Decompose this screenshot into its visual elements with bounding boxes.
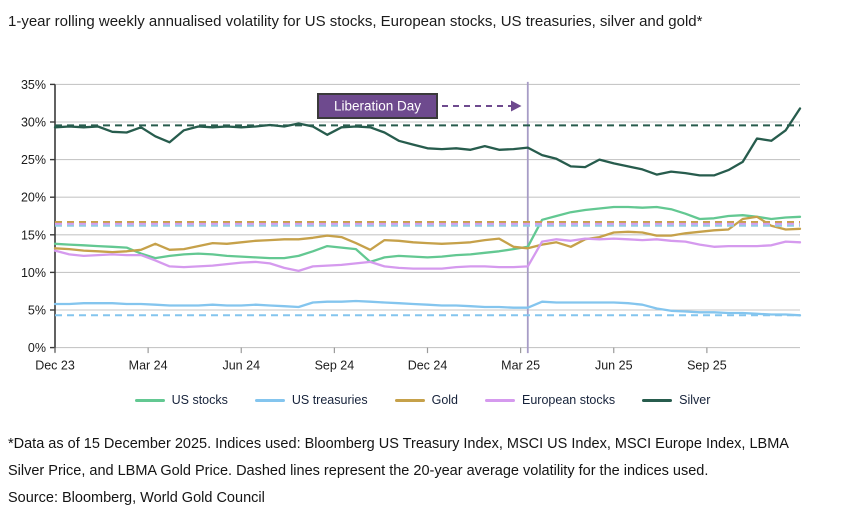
legend-item-us-treasuries: US treasuries [254,393,368,407]
legend-swatch [134,398,165,402]
footnote: *Data as of 15 December 2025. Indices us… [8,431,840,512]
legend-label: Silver [679,393,711,407]
x-axis-label: Mar 25 [501,359,540,373]
y-axis-label: 10% [21,266,46,280]
legend-swatch [642,398,673,402]
y-axis-label: 5% [28,304,46,318]
liberation-day-annotation-box [317,93,438,119]
volatility-line-chart: 0% 5% 10% 15% 20% 25% 30% 35% Dec 23 Mar 24 Jun 24… [21,78,802,373]
chart-title: 1-year rolling weekly annualised volatil… [8,13,703,30]
x-axis-label: Dec 23 [35,359,75,373]
y-axis-label: 25% [21,153,46,167]
x-axis-label: Dec 24 [408,359,448,373]
legend-label: US stocks [171,393,228,407]
x-axis-label: Sep 25 [687,359,727,373]
footnote-line-1: *Data as of 15 December 2025. Indices us… [8,436,789,452]
liberation-day-annotation-label: Liberation Day [334,99,421,114]
legend-item-silver: Silver [642,393,710,407]
x-axis-label: Jun 24 [222,359,260,373]
series-line-us-treasuries [53,299,802,317]
legend-swatch [485,398,516,402]
legend-swatch [394,398,425,402]
footnote-line-2: Silver Price, and LBMA Gold Price. Dashe… [8,463,709,479]
series-line-silver [53,107,802,177]
y-axis-label: 0% [28,341,46,355]
legend-label: Gold [431,393,459,407]
y-axis-label: 30% [21,116,46,130]
y-axis-label: 15% [21,228,46,242]
series-line-gold [53,215,802,254]
source-line: Source: Bloomberg, World Gold Council [8,490,265,506]
y-axis-label: 35% [21,78,46,92]
x-axis-label: Mar 24 [129,359,168,373]
legend-item-gold: Gold [394,393,459,407]
y-axis-label: 20% [21,191,46,205]
annotation-arrow-head [511,100,522,112]
series-line-european-stocks [53,237,802,273]
legend-label: European stocks [522,393,616,407]
legend-item-us-stocks: US stocks [134,393,228,407]
x-axis-label: Jun 25 [595,359,633,373]
series-line-us-stocks [53,205,802,264]
legend-item-european-stocks: European stocks [485,393,615,407]
legend-label: US treasuries [291,393,368,407]
x-axis-label: Sep 24 [315,359,355,373]
chart-legend: US stocks US treasuries Gold European stock… [0,393,845,407]
legend-swatch [254,398,285,402]
